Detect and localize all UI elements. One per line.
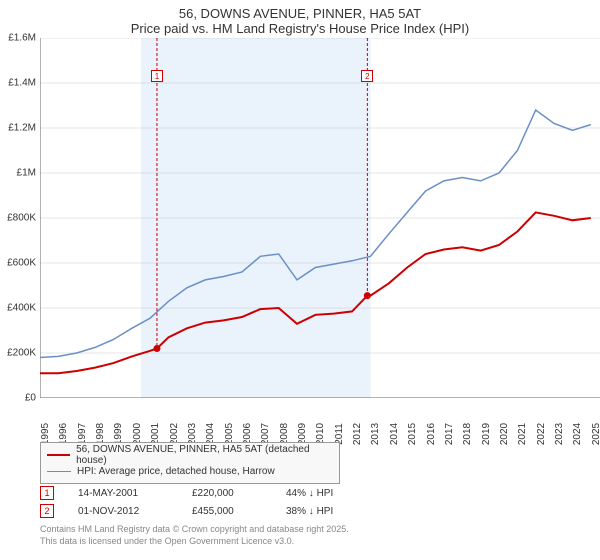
y-tick-label: £1M [17, 168, 36, 179]
marker-date: 14-MAY-2001 [78, 488, 168, 499]
x-tick-label: 2023 [554, 423, 565, 445]
x-tick-label: 2021 [517, 423, 528, 445]
footer: Contains HM Land Registry data © Crown c… [40, 524, 349, 547]
chart-svg [40, 38, 600, 398]
chart-marker-2: 2 [361, 70, 373, 82]
marker-row: 1 14-MAY-2001 £220,000 44% ↓ HPI [40, 484, 376, 502]
legend-swatch [47, 471, 71, 472]
x-tick-label: 2016 [426, 423, 437, 445]
legend-row: 56, DOWNS AVENUE, PINNER, HA5 5AT (detac… [47, 447, 333, 463]
marker-delta: 44% ↓ HPI [286, 488, 376, 499]
y-axis-labels: £0£200K£400K£600K£800K£1M£1.2M£1.4M£1.6M [0, 38, 38, 398]
x-tick-label: 2015 [407, 423, 418, 445]
y-tick-label: £1.4M [8, 78, 36, 89]
x-axis-labels: 1995199619971998199920002001200220032004… [40, 400, 600, 440]
y-tick-label: £1.2M [8, 123, 36, 134]
title-line1: 56, DOWNS AVENUE, PINNER, HA5 5AT [0, 6, 600, 21]
chart-area: £0£200K£400K£600K£800K£1M£1.2M£1.4M£1.6M… [40, 38, 600, 398]
y-tick-label: £200K [7, 348, 36, 359]
legend-swatch [47, 454, 70, 456]
legend-box: 56, DOWNS AVENUE, PINNER, HA5 5AT (detac… [40, 442, 340, 484]
legend-label: HPI: Average price, detached house, Harr… [77, 466, 275, 477]
chart-marker-1: 1 [151, 70, 163, 82]
y-tick-label: £400K [7, 303, 36, 314]
footer-line1: Contains HM Land Registry data © Crown c… [40, 524, 349, 536]
x-tick-label: 2019 [481, 423, 492, 445]
footer-line2: This data is licensed under the Open Gov… [40, 536, 349, 548]
marker-id-box: 1 [40, 486, 54, 500]
marker-row: 2 01-NOV-2012 £455,000 38% ↓ HPI [40, 502, 376, 520]
marker-id-box: 2 [40, 504, 54, 518]
title-line2: Price paid vs. HM Land Registry's House … [0, 21, 600, 36]
y-tick-label: £600K [7, 258, 36, 269]
x-tick-label: 2020 [499, 423, 510, 445]
x-tick-label: 2024 [572, 423, 583, 445]
y-tick-label: £800K [7, 213, 36, 224]
x-tick-label: 2012 [352, 423, 363, 445]
x-tick-label: 2022 [536, 423, 547, 445]
marker-table: 1 14-MAY-2001 £220,000 44% ↓ HPI 2 01-NOV-201… [40, 484, 376, 520]
marker-price: £455,000 [192, 506, 262, 517]
y-tick-label: £0 [25, 393, 36, 404]
y-tick-label: £1.6M [8, 33, 36, 44]
x-tick-label: 2013 [370, 423, 381, 445]
marker-delta: 38% ↓ HPI [286, 506, 376, 517]
x-tick-label: 2017 [444, 423, 455, 445]
x-tick-label: 2014 [389, 423, 400, 445]
marker-price: £220,000 [192, 488, 262, 499]
x-tick-label: 2018 [462, 423, 473, 445]
legend-label: 56, DOWNS AVENUE, PINNER, HA5 5AT (detac… [76, 444, 333, 466]
chart-container: 56, DOWNS AVENUE, PINNER, HA5 5AT Price … [0, 0, 600, 560]
title-block: 56, DOWNS AVENUE, PINNER, HA5 5AT Price … [0, 0, 600, 38]
marker-date: 01-NOV-2012 [78, 506, 168, 517]
x-tick-label: 2025 [591, 423, 600, 445]
